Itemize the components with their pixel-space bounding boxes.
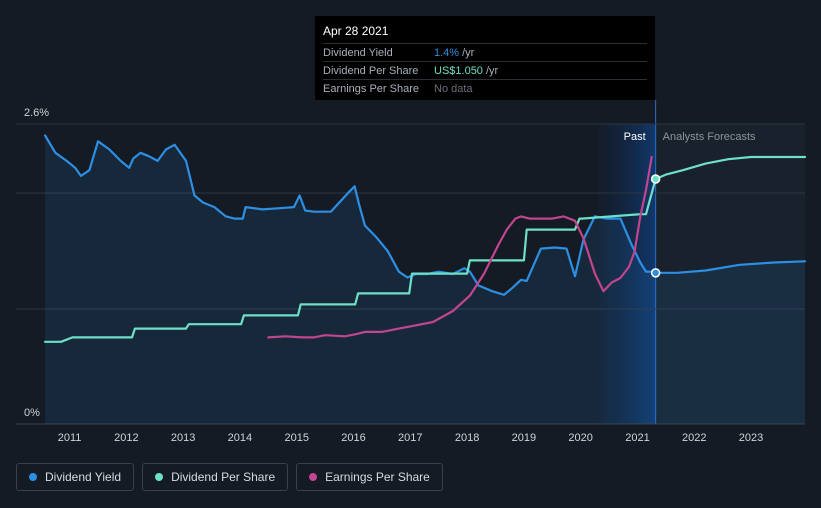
x-tick-label: 2014: [228, 432, 252, 444]
legend-dividend-yield[interactable]: Dividend Yield: [16, 463, 135, 491]
x-tick-label: 2023: [739, 432, 763, 444]
tooltip-label: Dividend Yield: [323, 46, 393, 59]
tooltip-date: Apr 28 2021: [323, 24, 389, 38]
tooltip: Apr 28 2021 Dividend Yield 1.4% /yr Divi…: [315, 16, 655, 100]
tooltip-unit: /yr: [485, 64, 499, 77]
x-tick-label: 2015: [284, 432, 308, 444]
legend-earnings-per-share[interactable]: Earnings Per Share: [296, 463, 443, 491]
y-tick-label: 0%: [24, 407, 40, 419]
y-tick-label: 2.6%: [24, 107, 49, 119]
forecast-region: [655, 124, 805, 424]
dot-icon: [309, 473, 318, 481]
earnings-per-share-line: [267, 155, 653, 339]
tooltip-row-dividend-per-share: Dividend Per Share US$1.050 /yr: [323, 61, 647, 79]
tooltip-value: 1.4%: [434, 46, 460, 59]
tooltip-value: US$1.050: [434, 64, 483, 77]
x-tick-label: 2017: [398, 432, 422, 444]
x-tick-label: 2011: [58, 432, 82, 444]
dividend-yield-marker: [650, 268, 661, 278]
tooltip-label: Dividend Per Share: [323, 64, 419, 77]
legend-label: Dividend Yield: [45, 470, 122, 484]
x-tick-label: 2013: [171, 432, 195, 444]
x-tick-label: 2018: [455, 432, 479, 444]
dot-icon: [155, 473, 164, 481]
x-tick-label: 2021: [625, 432, 649, 444]
dot-icon: [29, 473, 37, 481]
legend: Dividend Yield Dividend Per Share Earnin…: [16, 463, 443, 491]
tooltip-row-earnings-per-share: Earnings Per Share No data: [323, 79, 647, 97]
forecast-label: Analysts Forecasts: [663, 131, 756, 143]
dividend-yield-area: [45, 135, 806, 424]
x-tick-label: 2019: [512, 432, 536, 444]
x-tick-label: 2020: [568, 432, 592, 444]
legend-label: Earnings Per Share: [325, 470, 430, 484]
x-tick-label: 2016: [341, 432, 365, 444]
dividend-per-share-line: [44, 155, 807, 343]
legend-label: Dividend Per Share: [171, 470, 276, 484]
legend-dividend-per-share[interactable]: Dividend Per Share: [142, 463, 289, 491]
tooltip-unit: /yr: [462, 46, 475, 59]
past-label: Past: [624, 131, 646, 143]
tooltip-value: No data: [434, 82, 473, 95]
x-tick-label: 2022: [682, 432, 706, 444]
dividend-per-share-marker: [650, 174, 661, 184]
highlight-region: [598, 124, 656, 424]
tooltip-label: Earnings Per Share: [323, 82, 419, 95]
tooltip-row-dividend-yield: Dividend Yield 1.4% /yr: [323, 43, 647, 61]
x-tick-label: 2012: [114, 432, 138, 444]
